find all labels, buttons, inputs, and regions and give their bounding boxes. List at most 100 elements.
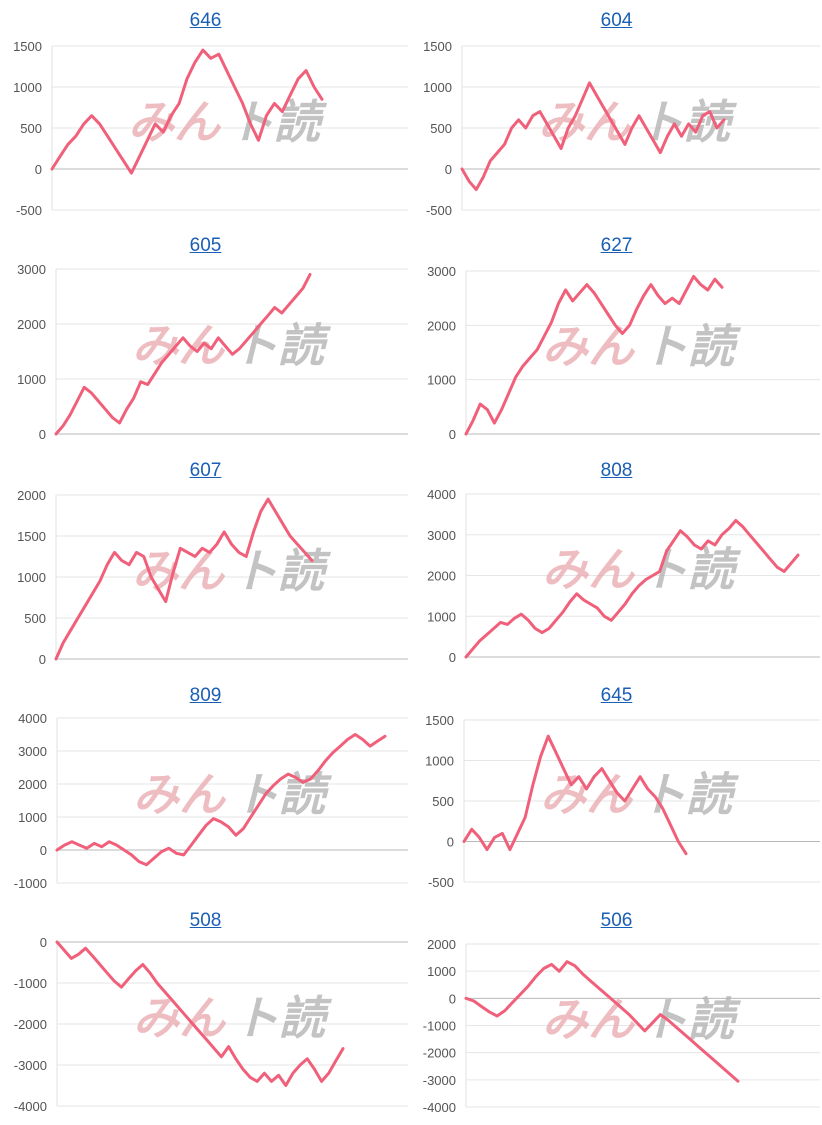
line-chart: -4000 -3000 -2000 -1000 0 みん ト読 [14, 935, 408, 1114]
y-tick-label: -1000 [14, 876, 47, 891]
y-tick-label: 0 [449, 427, 456, 442]
series-line [55, 940, 345, 1087]
y-tick-label: 3000 [427, 264, 456, 279]
y-tick-label: 1000 [13, 80, 42, 95]
watermark-logo: ト読 [642, 992, 742, 1046]
y-tick-label: -3000 [423, 1073, 456, 1088]
y-tick-label: 0 [40, 843, 47, 858]
y-tick-label: 4000 [427, 487, 456, 502]
line-chart: -500 0 500 1000 1500 みん ト読 [13, 39, 408, 218]
series-line [460, 81, 726, 191]
y-tick-label: 500 [432, 794, 454, 809]
line-chart: 0 1000 2000 3000 みん ト読 [17, 262, 408, 442]
y-tick-label: 1000 [425, 754, 454, 769]
chart-title-link[interactable]: 808 [600, 460, 633, 481]
watermark-logo: ト読 [642, 319, 742, 373]
y-tick-label: 0 [447, 835, 454, 850]
y-tick-label: 1500 [17, 529, 46, 544]
y-tick-label: 2000 [427, 937, 456, 952]
watermark-logo: みん [542, 319, 636, 373]
y-tick-label: 0 [39, 427, 46, 442]
line-chart: 0 1000 2000 3000 4000 みん ト読 [427, 487, 820, 665]
y-tick-label: 1000 [18, 810, 47, 825]
y-tick-label: 1500 [13, 39, 42, 54]
chart-605: 605 0 1000 2000 3000 みん ト読 [0, 225, 411, 450]
y-tick-label: 2000 [427, 569, 456, 584]
y-tick-label: 1500 [425, 713, 454, 728]
chart-809: 809 -1000 0 1000 2000 3000 4000 みん ト読 [0, 675, 411, 900]
chart-title-link[interactable]: 605 [189, 235, 222, 256]
y-tick-label: 4000 [18, 711, 47, 726]
chart-title-link[interactable]: 508 [189, 910, 222, 931]
y-tick-label: 500 [24, 611, 46, 626]
y-tick-label: 1000 [427, 609, 456, 624]
watermark-logo: みん [538, 95, 632, 149]
y-tick-label: 2000 [427, 318, 456, 333]
watermark-logo: ト読 [640, 768, 740, 822]
chart-title-link[interactable]: 809 [189, 685, 222, 706]
y-tick-label: 0 [40, 935, 47, 950]
watermark-logo: ト読 [233, 767, 333, 821]
y-tick-label: 1000 [17, 372, 46, 387]
chart-645: 645 -500 0 500 1000 1500 みん ト読 [411, 675, 822, 900]
watermark-logo: ト読 [233, 991, 333, 1045]
y-tick-label: 500 [20, 121, 42, 136]
series-line [54, 497, 314, 661]
watermark-logo: ト読 [228, 95, 328, 149]
chart-627: 627 0 1000 2000 3000 みん ト読 [411, 225, 822, 450]
chart-808: 808 0 1000 2000 3000 4000 みん ト読 [411, 450, 822, 675]
line-chart: -1000 0 1000 2000 3000 4000 みん ト読 [14, 711, 408, 891]
line-chart: -4000 -3000 -2000 -1000 0 1000 2000 みん ト読 [423, 937, 820, 1115]
watermark-logo: みん [132, 318, 226, 372]
line-chart: 0 1000 2000 3000 みん ト読 [427, 264, 820, 442]
chart-604: 604 -500 0 500 1000 1500 みん ト読 [411, 0, 822, 225]
y-tick-label: 3000 [18, 744, 47, 759]
y-tick-label: 0 [39, 652, 46, 667]
y-tick-label: 0 [35, 162, 42, 177]
chart-title-link[interactable]: 506 [600, 910, 633, 931]
y-tick-label: -3000 [14, 1058, 47, 1073]
chart-title-link[interactable]: 627 [600, 235, 633, 256]
y-tick-label: 0 [449, 650, 456, 665]
y-tick-label: 1000 [423, 80, 452, 95]
chart-title-link[interactable]: 645 [600, 685, 633, 706]
y-tick-label: 2000 [17, 488, 46, 503]
y-tick-label: 3000 [17, 262, 46, 277]
y-tick-label: -1000 [423, 1019, 456, 1034]
chart-508: 508 -4000 -3000 -2000 -1000 0 みん ト読 [0, 900, 411, 1125]
chart-646: 646 -500 0 500 1000 1500 みん ト読 [0, 0, 411, 225]
series-line [464, 274, 724, 436]
series-line [50, 48, 324, 175]
series-line [464, 519, 800, 659]
chart-607: 607 0 500 1000 1500 2000 みん ト読 [0, 450, 411, 675]
watermark-logo: みん [542, 542, 636, 596]
chart-506: 506 -4000 -3000 -2000 -1000 0 1000 2000 みん ト読 [411, 900, 822, 1125]
chart-title-link[interactable]: 607 [189, 460, 222, 481]
y-tick-label: -4000 [14, 1099, 47, 1114]
y-tick-label: 1000 [427, 964, 456, 979]
y-tick-label: 3000 [427, 528, 456, 543]
chart-title-link[interactable]: 646 [189, 10, 222, 31]
watermark-logo: みん [128, 95, 222, 149]
watermark-logo: ト読 [642, 542, 742, 596]
series-line [464, 960, 740, 1083]
watermark-logo: みん [542, 992, 636, 1046]
y-tick-label: 500 [430, 121, 452, 136]
y-tick-label: -500 [426, 203, 452, 218]
y-tick-label: -2000 [14, 1017, 47, 1032]
y-tick-label: 0 [449, 991, 456, 1006]
chart-title-link[interactable]: 604 [600, 10, 633, 31]
watermark-logo: ト読 [232, 318, 332, 372]
y-tick-label: 1000 [17, 570, 46, 585]
series-line [462, 734, 688, 856]
y-tick-label: -4000 [423, 1100, 456, 1115]
y-tick-label: -500 [16, 203, 42, 218]
y-tick-label: 2000 [17, 317, 46, 332]
y-tick-label: -1000 [14, 976, 47, 991]
y-tick-label: 2000 [18, 777, 47, 792]
watermark-logo: みん [133, 767, 227, 821]
y-tick-label: -2000 [423, 1046, 456, 1061]
y-tick-label: 0 [445, 162, 452, 177]
